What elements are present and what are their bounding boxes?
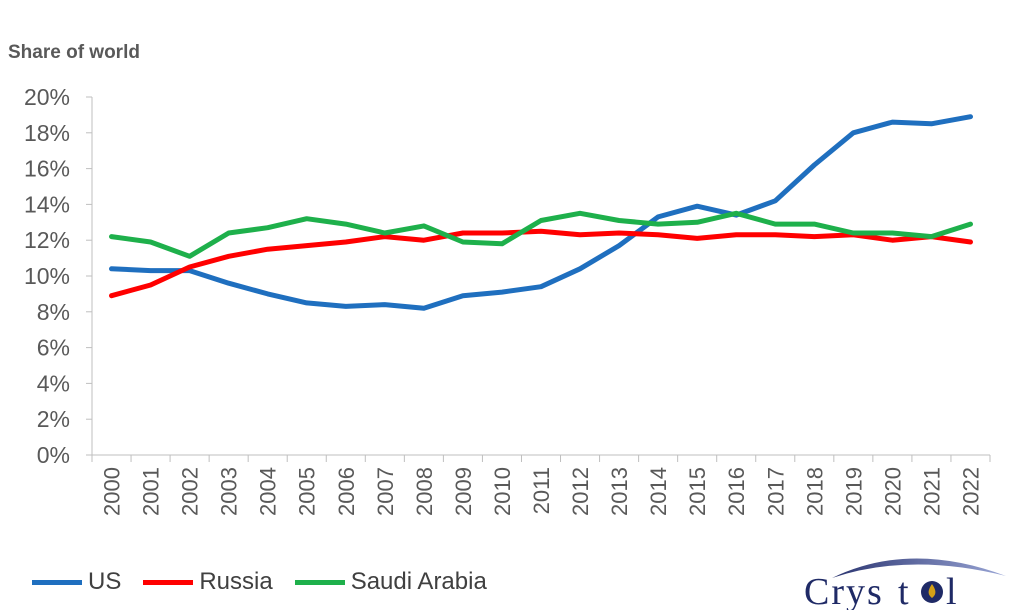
legend-label-russia: Russia [199, 568, 273, 595]
legend-item-saudi-arabia: Saudi Arabia [294, 568, 487, 596]
x-tick-label: 2021 [919, 467, 944, 516]
x-tick-label: 2022 [958, 467, 983, 516]
series-line-saudi-arabia [109, 210, 973, 259]
x-tick-label: 2018 [802, 467, 827, 516]
x-tick-label: 2013 [607, 467, 632, 516]
legend-item-us: US [32, 568, 121, 596]
y-axis-title: Share of world [8, 42, 140, 63]
x-tick-label: 2002 [178, 467, 203, 516]
crystol-logo: Crys t l [804, 558, 1006, 610]
x-tick-label: 2015 [685, 467, 710, 516]
x-tick-label: 2009 [451, 467, 476, 516]
legend-swatch-saudi-arabia [294, 579, 345, 585]
y-tick-label: 20% [24, 84, 70, 110]
legend-label-saudi-arabia: Saudi Arabia [350, 568, 487, 595]
x-tick-label: 2017 [763, 467, 788, 516]
x-tick-label: 2016 [724, 467, 749, 516]
x-tick-label: 2010 [490, 467, 515, 516]
svg-text:t: t [898, 571, 911, 610]
x-tick-label: 2001 [139, 467, 164, 516]
legend-item-russia: Russia [143, 568, 273, 596]
svg-text:Crys: Crys [804, 571, 884, 610]
x-tick-label: 2019 [841, 467, 866, 516]
y-tick-label: 14% [24, 191, 70, 217]
y-tick-label: 12% [24, 227, 70, 253]
y-tick-label: 18% [24, 120, 70, 146]
y-tick-label: 8% [37, 299, 70, 325]
x-tick-label: 2005 [295, 467, 320, 516]
x-tick-label: 2004 [256, 467, 281, 516]
chart-axes [91, 97, 990, 456]
line-chart: 0%2%4%6%8%10%12%14%16%18%20% 2000 2001 200… [24, 84, 991, 516]
y-tick-label: 6% [37, 335, 70, 361]
y-tick-label: 4% [37, 370, 70, 396]
y-axis-ticks: 0% 2% 4% 6% 8% 10% 12% 14% 16% 18% 20% [24, 84, 92, 468]
legend-label-us: US [88, 568, 122, 595]
series-line-russia [109, 228, 973, 299]
y-tick-label: 2% [37, 406, 70, 432]
y-tick-label: 16% [24, 156, 70, 182]
legend: US Russia Saudi Arabia [32, 566, 509, 598]
series-line-us [109, 114, 973, 311]
legend-swatch-russia [143, 579, 194, 585]
x-tick-label: 2020 [880, 467, 905, 516]
series-lines [109, 114, 973, 311]
x-tick-label: 2003 [217, 467, 242, 516]
x-tick-label: 2011 [529, 467, 554, 514]
svg-text:l: l [946, 571, 957, 610]
x-tick-label: 2000 [100, 467, 125, 516]
x-tick-label: 2007 [373, 467, 398, 516]
y-tick-label: 0% [37, 442, 70, 468]
x-tick-label: 2006 [334, 467, 359, 516]
x-axis-ticks: 2000 2001 2002 2003 2004 2005 2006 2007 2008 2009… [91, 455, 991, 516]
x-tick-label: 2008 [412, 467, 437, 516]
x-tick-label: 2014 [646, 467, 671, 516]
legend-swatch-us [32, 579, 82, 585]
y-tick-label: 10% [24, 263, 70, 289]
x-tick-label: 2012 [568, 467, 593, 516]
